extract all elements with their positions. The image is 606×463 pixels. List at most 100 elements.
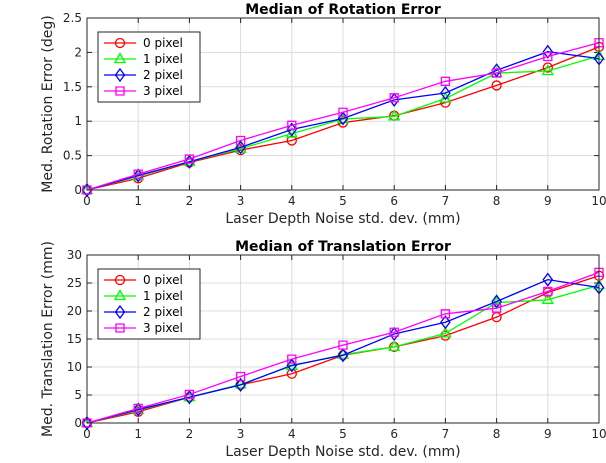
- x-tick-label: 8: [493, 427, 501, 441]
- legend: 0 pixel 1 pixel 2 pixel 3 pixel: [97, 268, 201, 340]
- x-axis-label: Laser Depth Noise std. dev. (mm): [225, 211, 460, 227]
- data-point: [491, 294, 502, 309]
- x-tick-label: 10: [591, 194, 606, 208]
- data-point: [543, 51, 553, 62]
- y-tick-label: 1.5: [63, 80, 82, 94]
- data-point: [287, 120, 297, 130]
- data-point: [542, 44, 554, 59]
- series-line-3-pixel: [86, 271, 600, 424]
- x-tick-label: 3: [237, 194, 245, 208]
- x-tick-label: 8: [493, 194, 501, 208]
- legend-marker: [114, 37, 126, 49]
- x-tick-label: 4: [288, 194, 296, 208]
- translation-error-chart: 0 1 2 3 4 5 6 7 8 9 10 0 5 10 15 20 25 30 Median of Transl…: [40, 239, 606, 460]
- axis-frame: [86, 17, 600, 191]
- x-tick-label: 1: [134, 427, 142, 441]
- legend-marker: [114, 304, 126, 320]
- data-point: [491, 303, 502, 313]
- data-point: [81, 182, 93, 198]
- data-point: [338, 340, 348, 350]
- data-point: [594, 38, 604, 48]
- x-tick-label: 10: [591, 427, 606, 441]
- legend-marker: [113, 52, 127, 64]
- data-point: [184, 154, 195, 164]
- data-point: [82, 418, 92, 428]
- data-point: [337, 348, 349, 363]
- data-point: [235, 377, 246, 393]
- data-point: [133, 403, 143, 414]
- series-line-2-pixel: [86, 278, 600, 424]
- chart-title: Median of Translation Error: [235, 239, 451, 255]
- legend-label: 1 pixel: [143, 52, 183, 66]
- x-tick-label: 4: [288, 427, 296, 441]
- data-point: [235, 135, 246, 146]
- data-point: [287, 354, 297, 364]
- x-axis-label: Laser Depth Noise std. dev. (mm): [225, 444, 460, 460]
- data-point: [440, 309, 451, 319]
- legend-label: 3 pixel: [143, 84, 183, 98]
- y-tick-label: 5: [74, 388, 82, 402]
- legend-marker: [113, 289, 127, 301]
- data-point: [543, 286, 553, 297]
- data-point: [440, 315, 451, 330]
- y-tick-label: 1: [74, 114, 82, 128]
- data-point: [235, 140, 246, 155]
- y-tick-label: 30: [67, 248, 82, 262]
- y-axis-label: Med. Translation Error (mm): [40, 241, 56, 437]
- data-point: [541, 64, 554, 76]
- legend-label: 2 pixel: [143, 305, 183, 319]
- data-point: [388, 340, 401, 351]
- data-point: [388, 109, 401, 121]
- legend-marker: [114, 274, 126, 286]
- data-point: [388, 326, 400, 342]
- data-point: [286, 122, 298, 137]
- legend-marker: [114, 67, 126, 83]
- x-tick-label: 6: [390, 427, 398, 441]
- data-point: [184, 389, 195, 400]
- legend-label: 3 pixel: [143, 321, 183, 335]
- x-tick-label: 1: [134, 194, 142, 208]
- y-tick-label: 0: [74, 416, 82, 430]
- legend-label: 2 pixel: [143, 68, 183, 82]
- x-tick-label: 3: [237, 427, 245, 441]
- data-point: [439, 91, 452, 103]
- data-point: [389, 93, 399, 103]
- x-tick-label: 2: [186, 427, 194, 441]
- data-point: [491, 68, 502, 78]
- data-point: [491, 63, 502, 78]
- data-point: [439, 326, 452, 338]
- data-point: [542, 272, 554, 287]
- y-tick-label: 0: [74, 183, 82, 197]
- data-point: [440, 85, 451, 101]
- data-point: [133, 169, 143, 179]
- x-tick-label: 6: [390, 194, 398, 208]
- data-point: [388, 92, 400, 107]
- legend-marker: [115, 86, 125, 96]
- chart-title: Median of Rotation Error: [245, 2, 441, 18]
- data-point: [338, 107, 348, 117]
- legend-label: 0 pixel: [143, 273, 183, 287]
- series-line-2-pixel: [86, 51, 600, 191]
- legend-label: 1 pixel: [143, 289, 183, 303]
- data-point: [594, 267, 604, 278]
- legend: 0 pixel 1 pixel 2 pixel 3 pixel: [97, 31, 201, 103]
- y-tick-label: 0.5: [63, 149, 82, 163]
- x-tick-label: 9: [544, 427, 552, 441]
- x-tick-label: 2: [186, 194, 194, 208]
- data-point: [81, 415, 93, 431]
- data-point: [440, 76, 451, 86]
- x-tick-label: 0: [83, 427, 91, 441]
- legend-label: 0 pixel: [143, 36, 183, 50]
- y-tick-label: 2.5: [63, 11, 82, 25]
- data-point: [541, 292, 554, 304]
- legend-marker: [115, 323, 125, 333]
- y-tick-label: 2: [74, 45, 82, 59]
- y-axis-label: Med. Rotation Error (deg): [40, 15, 56, 192]
- rotation-error-chart: 0 1 2 3 4 5 6 7 8 9 10 0 0.5 1 1.5 2 2.5 Median of Rotati…: [40, 2, 606, 227]
- series-line-3-pixel: [86, 42, 600, 191]
- data-point: [389, 327, 399, 337]
- x-tick-label: 7: [442, 194, 450, 208]
- x-tick-label: 5: [339, 427, 347, 441]
- x-tick-label: 5: [339, 194, 347, 208]
